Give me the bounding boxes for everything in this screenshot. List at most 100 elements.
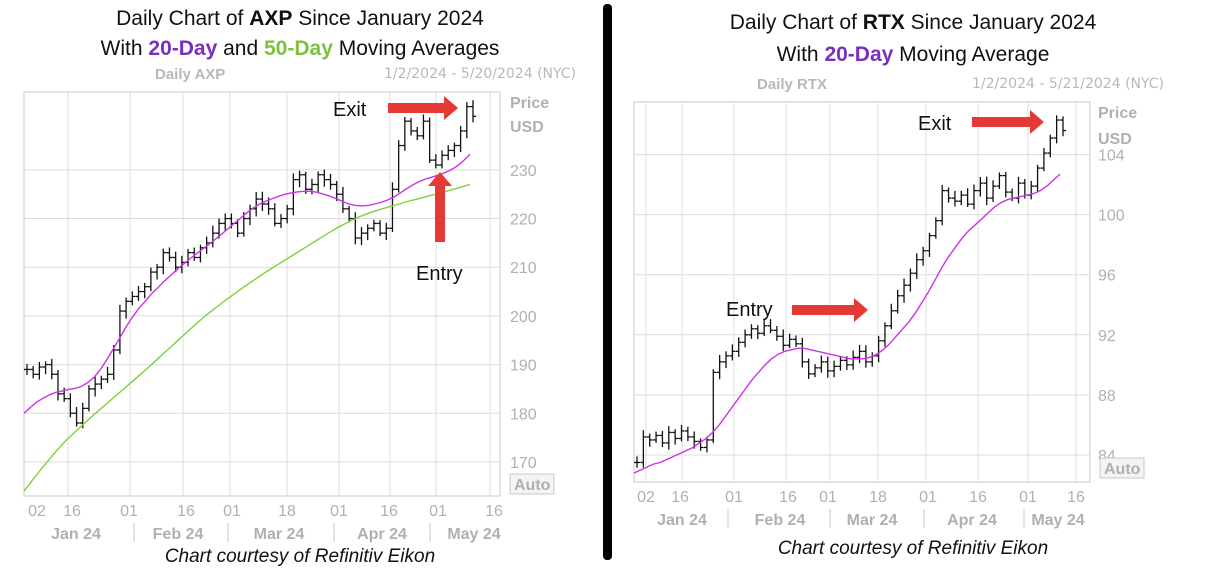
rtx-y-tick-label: 100 (1098, 208, 1125, 225)
axp-ohlc-bar (98, 375, 105, 390)
rtx-ohlc-bar (939, 184, 946, 226)
rtx-title-line2: With 20-Day Moving Average (776, 43, 1050, 66)
axp-x-month-label: Jan 24 (51, 526, 101, 543)
axp-ohlc-bar (463, 102, 470, 139)
axp-y-tick-label: 190 (510, 358, 537, 375)
axp-y-tick-label: 170 (510, 455, 537, 472)
rtx-x-month-label: Jan 24 (657, 512, 707, 529)
rtx-ohlc-bar (875, 335, 882, 363)
rtx-x-day-tick: 01 (919, 489, 937, 506)
axp-ohlc-bar (85, 385, 92, 412)
rtx-x-month-label: Mar 24 (847, 512, 898, 529)
axp-axis-caption-price: Price (510, 95, 549, 112)
axp-ohlc-bar (141, 283, 148, 299)
axp-title-line2: With 20-Day and 50-Day Moving Averages (100, 37, 500, 60)
axp-plot-area (23, 91, 501, 497)
axp-ohlc-bar (222, 213, 229, 231)
rtx-x-day-tick: 16 (1067, 489, 1085, 506)
rtx-ohlc-bar (761, 318, 768, 337)
rtx-ohlc-bar (735, 337, 742, 357)
axp-ohlc-bar (451, 142, 458, 157)
axp-ohlc-bar (370, 219, 377, 232)
rtx-ohlc-bar (780, 329, 787, 351)
rtx-ohlc-bar (926, 232, 933, 257)
rtx-ohlc-bar (742, 329, 749, 348)
axp-ohlc-bar (377, 220, 384, 237)
rtx-ohlc-bar (1040, 147, 1047, 172)
axp-ohlc-bar (439, 150, 446, 169)
axp-y-tick-label: 220 (510, 212, 537, 229)
axp-ohlc-bar (36, 361, 43, 380)
axp-ohlc-bar (321, 169, 328, 187)
rtx-ohlc-bar (691, 431, 698, 449)
rtx-ohlc-bar (945, 187, 952, 203)
axp-ma20-label: 20-Day (148, 37, 218, 60)
rtx-ohlc-bar (805, 358, 812, 379)
axp-ohlc-bar (67, 393, 74, 418)
axp-auto-box (509, 473, 555, 495)
rtx-y-tick-label: 104 (1098, 148, 1125, 165)
rtx-ohlc-bar (901, 278, 908, 303)
axp-date-range: 1/2/2024 - 5/20/2024 (NYC) (384, 66, 577, 82)
axp-ohlc-bar (129, 291, 136, 306)
axp-ohlc-bar (383, 222, 390, 241)
rtx-ma20-line (633, 173, 1061, 474)
axp-ohlc-bar (104, 366, 111, 384)
rtx-ohlc-bar (920, 246, 927, 266)
rtx-ohlc-bar (684, 426, 691, 442)
rtx-x-day-tick: 18 (869, 489, 887, 506)
axp-ohlc-bar (42, 361, 49, 375)
rtx-ticker: RTX (862, 11, 905, 34)
axp-x-month-label: Mar 24 (254, 526, 305, 543)
panel-divider (603, 4, 612, 560)
axp-ohlc-bar (432, 154, 439, 169)
rtx-ohlc-bar (703, 436, 710, 453)
axp-ohlc-bar (414, 126, 421, 141)
rtx-ohlc-bar (856, 344, 863, 364)
axp-ohlc-bar (116, 304, 123, 355)
axp-ohlc-bar (123, 297, 130, 319)
axp-ohlc-bar (172, 251, 179, 273)
axp-ohlc-bar (408, 117, 415, 136)
rtx-ohlc-bar (773, 326, 780, 341)
axp-arrow-entry (428, 172, 452, 242)
rtx-ohlc-bar (1034, 164, 1041, 192)
axp-annotation-exit: Exit (333, 99, 367, 121)
axp-ohlc-bar (147, 267, 154, 292)
rtx-ohlc-bar (951, 190, 958, 207)
rtx-ohlc-bar (716, 354, 723, 380)
axp-chart: 170 180 190 200 210 220 230 Price USD Auto 02 16 01 1… (23, 91, 555, 543)
axp-ohlc-bar (166, 247, 173, 262)
rtx-plot-area (633, 101, 1091, 483)
axp-x-day-tick: 01 (330, 503, 348, 520)
axp-ohlc-bar (30, 365, 37, 379)
axp-x-day-tick: 01 (223, 503, 241, 520)
axp-ohlc-bar (401, 116, 408, 151)
axp-ohlc-bar (48, 358, 55, 380)
axp-ohlc-bar (358, 227, 365, 246)
axp-ma20-line (23, 153, 471, 414)
axp-x-day-tick: 02 (28, 503, 46, 520)
axp-x-day-tick: 01 (120, 503, 138, 520)
rtx-y-tick-label: 96 (1098, 268, 1116, 285)
rtx-x-month-label: Apr 24 (947, 512, 997, 529)
rtx-ohlc-bar (977, 177, 984, 197)
axp-x-day-tick: 16 (177, 503, 195, 520)
rtx-ohlc-bar (672, 429, 679, 445)
axp-ohlc-bar (420, 114, 427, 140)
axp-ma50-label: 50-Day (264, 37, 333, 60)
rtx-ma20-label: 20-Day (824, 43, 894, 66)
rtx-ohlc-bar (1047, 134, 1054, 158)
axp-chart-label: Daily AXP (155, 66, 226, 83)
axp-x-month-label: May 24 (447, 526, 500, 543)
rtx-ohlc-bar (659, 430, 666, 448)
axp-ohlc-bar (339, 186, 346, 214)
axp-ohlc-bar (315, 171, 322, 193)
rtx-x-day-tick: 01 (819, 489, 837, 506)
axp-y-tick-label: 200 (510, 309, 537, 326)
rtx-ohlc-bar (634, 456, 640, 468)
rtx-ohlc-bar (723, 351, 730, 369)
rtx-date-range: 1/2/2024 - 5/21/2024 (NYC) (972, 76, 1165, 92)
axp-x-day-tick: 16 (485, 503, 503, 520)
